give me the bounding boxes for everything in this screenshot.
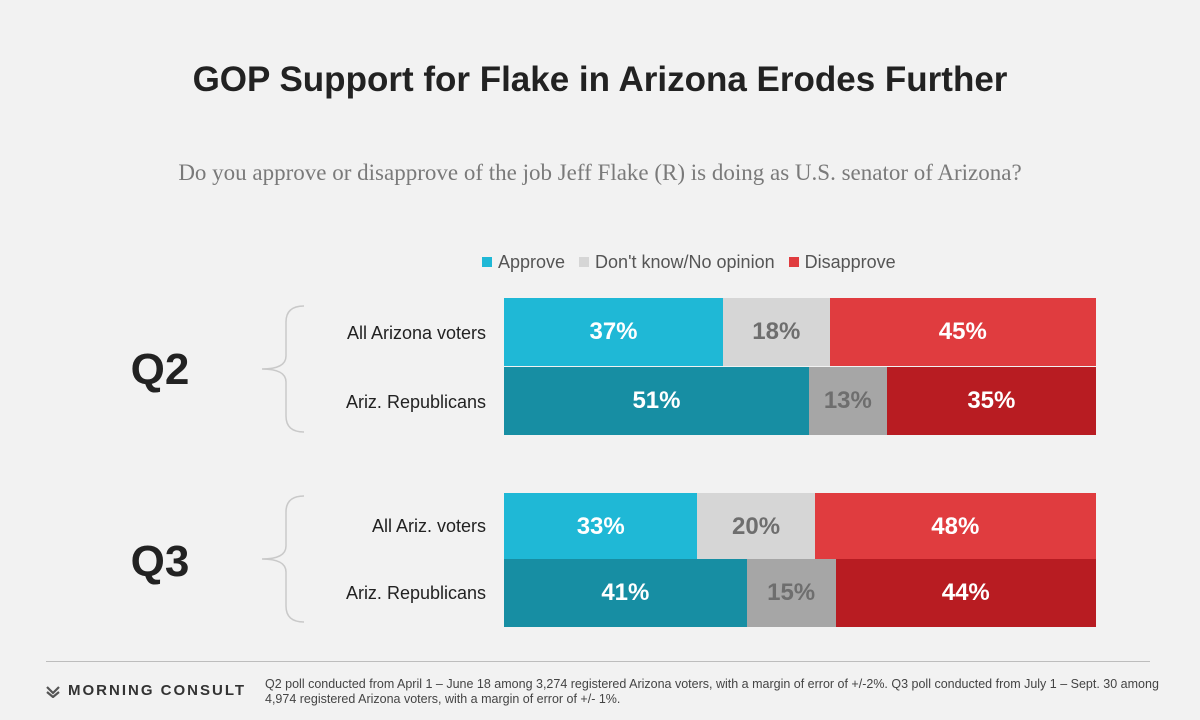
data-label-dont-know: 18% — [752, 318, 801, 345]
bar-segment-dont-know: 15% — [746, 559, 836, 627]
data-label-approve: 41% — [601, 579, 650, 606]
legend-label-approve: Approve — [498, 251, 566, 272]
bar-segment-disapprove: 45% — [829, 298, 1096, 366]
legend-label-dont-know: Don't know/No opinion — [595, 251, 775, 272]
bar-row-q3-all-voters: 33% 20% 48% — [504, 493, 1096, 561]
data-label-dont-know: 20% — [732, 513, 781, 540]
bar-row-q3-republicans: 41% 15% 44% — [504, 559, 1096, 627]
bar-segment-approve: 41% — [504, 559, 747, 627]
bar-segment-disapprove: 48% — [814, 493, 1096, 561]
bar-segment-dont-know: 13% — [808, 367, 887, 435]
bar-segment-dont-know: 20% — [697, 493, 815, 561]
row-label-q2-all-voters: All Arizona voters — [346, 323, 486, 343]
group-brace-q3 — [261, 495, 305, 623]
legend-item-approve: Approve — [482, 252, 565, 273]
footer-divider — [46, 661, 1150, 662]
bar-row-q2-republicans: 51% 13% 35% — [504, 367, 1096, 435]
data-label-dont-know: 15% — [767, 579, 816, 606]
logo-text: MORNING CONSULT — [68, 682, 247, 699]
bar-segment-disapprove: 44% — [835, 559, 1096, 627]
chart-title: GOP Support for Flake in Arizona Erodes … — [192, 60, 1008, 99]
bar-segment-approve: 37% — [504, 298, 724, 366]
legend-swatch-approve — [482, 257, 492, 267]
data-label-approve: 51% — [632, 387, 681, 414]
footnote: Q2 poll conducted from April 1 – June 18… — [265, 677, 1159, 706]
data-label-disapprove: 44% — [941, 579, 990, 606]
bar-row-q2-all-voters: 37% 18% 45% — [504, 298, 1096, 366]
chart-subtitle: Do you approve or disapprove of the job … — [178, 160, 1022, 185]
row-label-q3-all-voters: All Ariz. voters — [371, 516, 486, 536]
row-label-q3-republicans: Ariz. Republicans — [345, 583, 486, 603]
data-label-disapprove: 45% — [938, 318, 987, 345]
data-label-dont-know: 13% — [823, 387, 872, 414]
legend-label-disapprove: Disapprove — [804, 251, 896, 272]
row-label-q2-republicans: Ariz. Republicans — [345, 392, 486, 412]
data-label-disapprove: 35% — [967, 387, 1016, 414]
group-label-q3: Q3 — [130, 537, 190, 586]
morning-consult-logo-icon — [46, 685, 60, 698]
bar-segment-approve: 33% — [504, 493, 698, 561]
bar-segment-disapprove: 35% — [886, 367, 1096, 435]
chart-legend: Approve Don't know/No opinion Disapprove — [482, 251, 910, 273]
legend-swatch-disapprove — [788, 257, 799, 267]
morning-consult-logo: MORNING CONSULT — [46, 682, 246, 699]
legend-item-dont-know: Don't know/No opinion — [579, 252, 775, 273]
group-label-q2: Q2 — [130, 345, 190, 394]
bar-segment-approve: 51% — [504, 367, 809, 435]
group-brace-q2 — [261, 305, 305, 433]
legend-item-disapprove: Disapprove — [788, 251, 896, 273]
data-label-approve: 37% — [589, 318, 638, 345]
legend-swatch-dont-know — [579, 257, 590, 267]
data-label-approve: 33% — [576, 513, 625, 540]
bar-segment-dont-know: 18% — [723, 298, 830, 366]
data-label-disapprove: 48% — [931, 513, 980, 540]
